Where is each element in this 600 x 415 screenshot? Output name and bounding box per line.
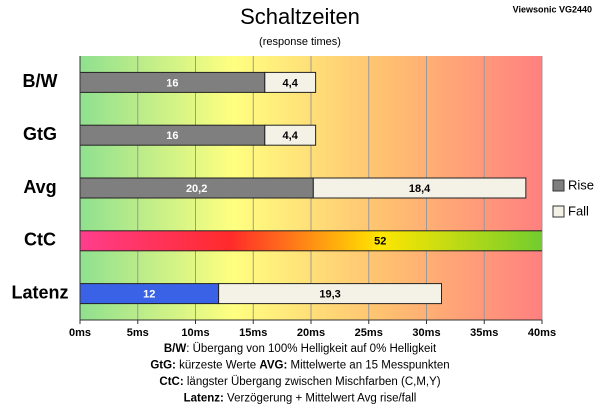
x-tick-label: 40ms [528,327,556,339]
x-tick-label: 5ms [127,327,149,339]
bar [80,230,542,252]
bar [264,71,317,93]
note-bold: B/W [164,343,187,355]
chart-subtitle: (response times) [259,36,341,48]
category-label: GtG [23,124,57,144]
note: CtC: längster Übergang zwischen Mischfar… [159,376,440,388]
bar-label: 16 [166,130,178,142]
note-bold: Latenz: [184,393,224,405]
bar-label: 52 [374,236,386,248]
note-text: längster Übergang zwischen Mischfarben (… [184,376,441,388]
note: GtG: kürzeste Werte AVG: Mittelwerte an … [150,360,449,372]
bar [312,177,527,199]
note-bold: CtC: [159,376,183,388]
bar-label: 12 [143,289,155,301]
category-label: B/W [23,71,58,91]
bar-label: 18,4 [409,183,431,195]
bar-label: 4,4 [283,130,299,142]
note-bold: AVG: [259,360,287,372]
note: Latenz: Verzögerung + Mittelwert Avg ris… [184,393,417,405]
bar-label: 20,2 [186,183,207,195]
bar-label: 16 [166,77,178,89]
brand: Viewsonic VG2440 [513,4,592,14]
x-tick-label: 35ms [470,327,498,339]
x-tick-label: 20ms [297,327,325,339]
x-tick-label: 0ms [69,327,91,339]
legend-swatch [552,205,565,218]
bar [264,124,317,146]
x-tick-label: 25ms [355,327,383,339]
note-text: : Übergang von 100% Helligkeit auf 0% He… [186,343,437,355]
category-label: CtC [24,230,56,250]
bars: 16 4,4 16 4,4 20,2 18,4 52 12 19,3 [80,71,542,305]
bar-label: 4,4 [283,77,299,89]
chart-title: Schaltzeiten [240,4,360,29]
bar-label: 19,3 [319,289,340,301]
legend-label: Rise [568,177,594,192]
note-text: kürzeste Werte [176,360,260,372]
note-text: Mittelwerte an 15 Messpunkten [287,360,449,372]
bar [218,283,443,305]
x-tick-label: 15ms [239,327,267,339]
note-bold: GtG: [150,360,176,372]
legend-label: Fall [568,203,589,218]
x-tick-label: 30ms [412,327,440,339]
x-tick-label: 10ms [181,327,209,339]
category-label: Latenz [11,282,68,302]
legend-swatch [552,179,565,192]
note: B/W: Übergang von 100% Helligkeit auf 0%… [164,343,437,355]
category-label: Avg [23,177,56,197]
note-text: Verzögerung + Mittelwert Avg rise/fall [224,393,417,405]
